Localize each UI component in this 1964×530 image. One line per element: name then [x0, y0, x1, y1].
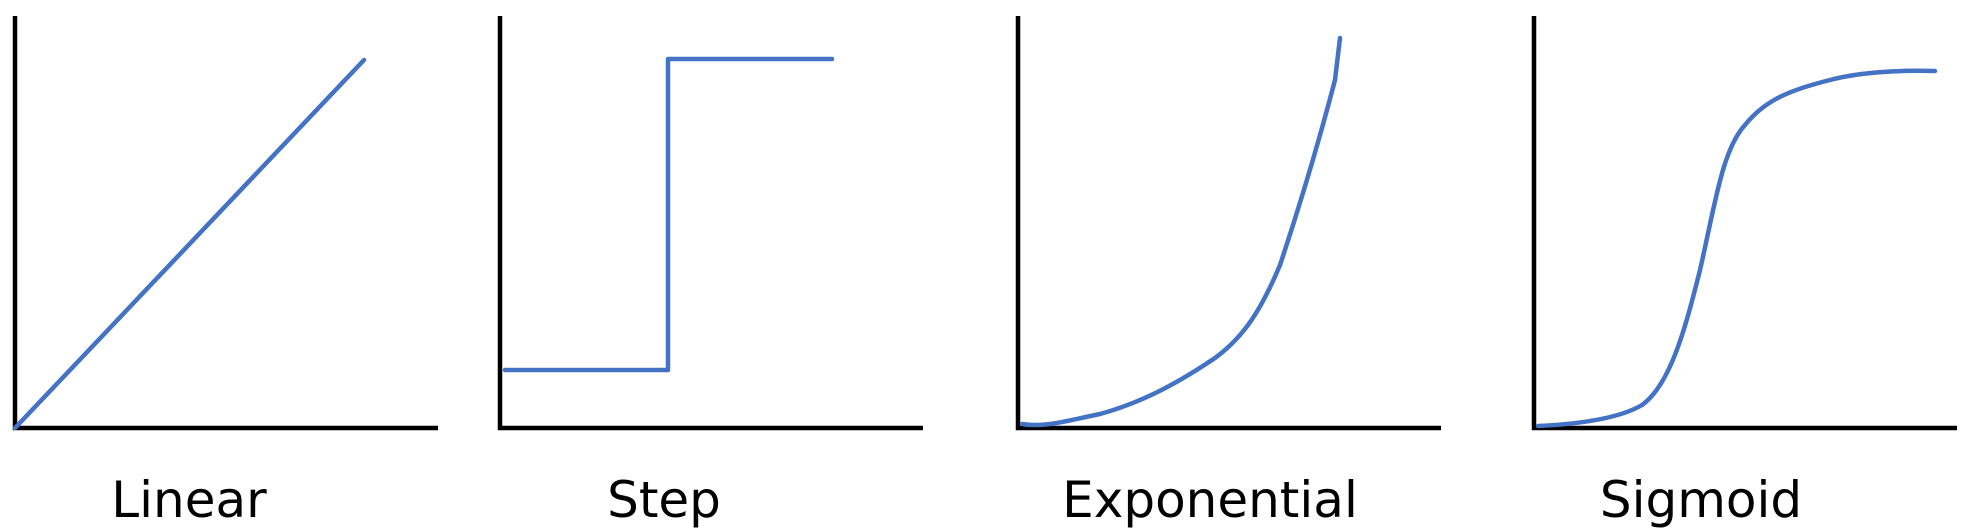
caption-linear: Linear — [111, 471, 267, 529]
panel-sigmoid — [1531, 16, 1957, 431]
sigmoid-curve — [1535, 68, 1938, 429]
panel-linear — [12, 16, 438, 431]
exponential-curve — [1019, 35, 1343, 428]
exponential-axes — [1015, 16, 1441, 431]
linear-curve — [12, 57, 367, 431]
step-axes — [497, 16, 923, 431]
linear-axes — [12, 16, 438, 431]
caption-sigmoid: Sigmoid — [1599, 471, 1803, 529]
step-curve — [502, 56, 835, 373]
sigmoid-axes — [1531, 16, 1957, 431]
caption-exponential: Exponential — [1062, 471, 1358, 529]
caption-step: Step — [607, 471, 721, 529]
panel-step — [497, 16, 923, 431]
panel-exponential — [1015, 16, 1441, 431]
